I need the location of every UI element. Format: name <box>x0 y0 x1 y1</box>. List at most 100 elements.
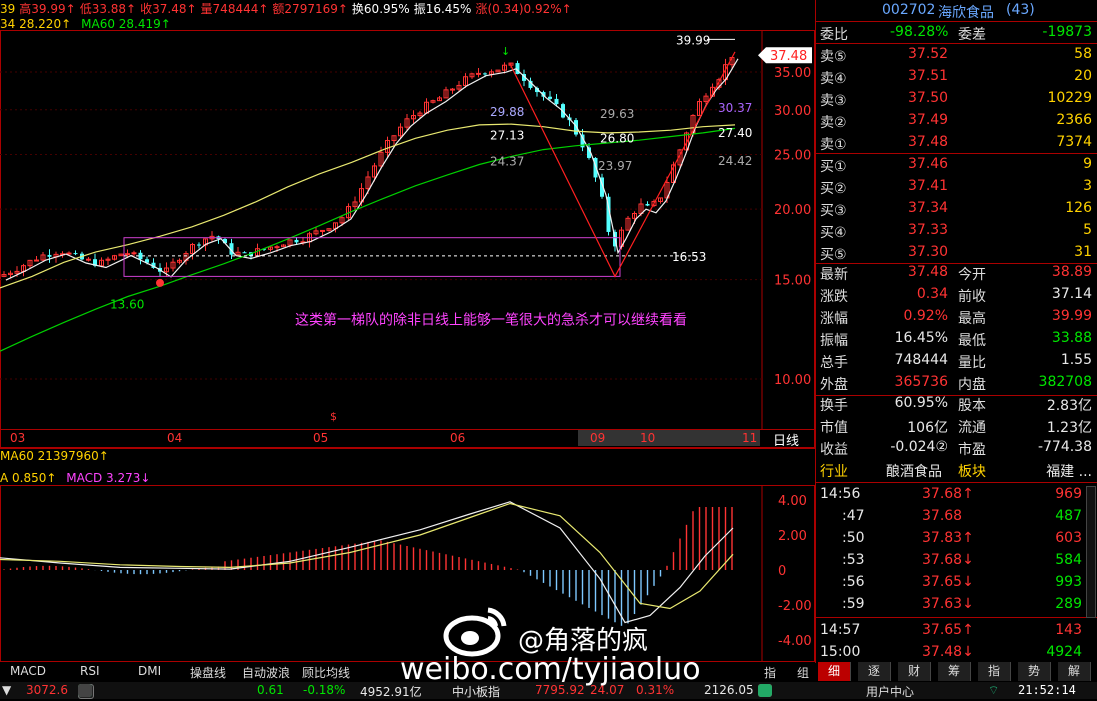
panel-tab[interactable]: 财 <box>898 662 931 681</box>
candle-body <box>294 239 299 243</box>
macd-chart[interactable]: 4.00 2.00 0 -2.00 -4.00 <box>0 485 815 662</box>
tick-scrollbar[interactable] <box>1086 486 1096 618</box>
panel-tab[interactable]: 解 <box>1058 662 1091 681</box>
candle-body <box>450 88 455 91</box>
stat-value: 60.95% <box>894 395 948 411</box>
stat-label: 总手 <box>820 355 848 371</box>
candle-body <box>66 252 72 255</box>
indicator-tab[interactable]: 自动波浪 <box>242 666 291 680</box>
dollar-marker-icon: $ <box>330 410 337 423</box>
tick-volume: 969 <box>1055 486 1082 502</box>
index2-name[interactable]: 中小板指 <box>452 685 501 699</box>
candle-body <box>528 80 533 88</box>
stat-label: 流通 <box>958 420 986 436</box>
candle-body <box>437 97 442 102</box>
view-tab[interactable]: 指 <box>764 666 777 680</box>
x-tick: 05 <box>313 431 329 445</box>
tick-time: :47 <box>842 508 865 524</box>
panel-tab[interactable]: 细 <box>818 662 851 681</box>
candle-body <box>242 252 247 254</box>
stock-header: 002702 海欣食品 (43) <box>816 0 1097 22</box>
candle-body <box>703 95 709 103</box>
ask-price: 37.49 <box>908 112 949 128</box>
stat-label: 换手 <box>820 398 848 414</box>
tick-row: :53 37.68↓ 584 <box>816 550 1097 572</box>
divider <box>816 617 1097 618</box>
bid-row: 买④ 37.33 5 <box>816 220 1097 242</box>
candle-body <box>385 139 390 153</box>
trend-line <box>509 51 736 278</box>
tick-volume: 4924 <box>1046 644 1082 660</box>
bid-volume: 31 <box>1074 244 1092 260</box>
period-label[interactable]: 日线 <box>773 434 800 449</box>
selected-range[interactable] <box>578 430 760 446</box>
y-tick: 30.00 <box>774 104 811 119</box>
panel-tab[interactable]: 势 <box>1018 662 1051 681</box>
stat-label: 股本 <box>958 398 986 414</box>
stat-label: 内盘 <box>958 377 986 393</box>
price-annotation: 13.60 <box>110 298 144 312</box>
weicha-value: -19873 <box>1042 24 1092 40</box>
panel-tab[interactable]: 逐 <box>858 662 891 681</box>
industry-value[interactable]: 酿酒食品 <box>886 464 942 480</box>
tick-volume: 993 <box>1055 574 1082 590</box>
ask-price: 37.51 <box>908 68 949 84</box>
divider <box>816 43 1097 44</box>
ask-label: 卖④ <box>820 71 847 87</box>
stat-label: 涨幅 <box>820 311 848 327</box>
stat-row: 总手 748444 量比 1.55 <box>816 350 1097 372</box>
user-center-link[interactable]: 用户中心 <box>866 685 915 699</box>
divider <box>816 153 1097 154</box>
candle-body <box>606 196 611 232</box>
candle-body <box>197 244 201 246</box>
tick-volume: 143 <box>1055 622 1082 638</box>
indicator-tab[interactable]: DMI <box>138 664 162 678</box>
candle-body <box>580 134 585 148</box>
tools-icon[interactable] <box>78 684 92 697</box>
candle-body <box>313 230 319 235</box>
indicator-tab[interactable]: 顾比均线 <box>302 666 351 680</box>
stat-value: 1.55 <box>1060 352 1092 368</box>
tray-icon[interactable] <box>758 684 772 697</box>
info-item: 高39.99↑ <box>19 2 76 16</box>
indicator-tab[interactable]: 操盘线 <box>190 666 227 680</box>
index2-change: 24.07 <box>590 683 625 697</box>
stock-name: 海欣食品 <box>938 5 994 21</box>
indicator-tab[interactable]: MACD <box>10 664 46 678</box>
candle-body <box>40 254 46 261</box>
x-tick: 03 <box>10 431 26 445</box>
index-label: ▼ <box>2 683 12 697</box>
price-annotation: 16.53 <box>672 250 706 264</box>
bid-label: 买④ <box>820 225 847 241</box>
bid-price: 37.34 <box>908 200 949 216</box>
sector-value[interactable]: 福建 ... <box>1046 464 1092 480</box>
divider <box>816 482 1097 483</box>
tick-time: 14:56 <box>820 486 861 502</box>
stat-value: 38.89 <box>1051 264 1092 280</box>
tick-time: 15:00 <box>820 644 861 660</box>
sector-label: 板块 <box>958 464 986 480</box>
candle-body <box>281 244 286 248</box>
candle-body <box>574 120 578 135</box>
ask-label: 卖① <box>820 137 847 153</box>
bid-label: 买② <box>820 181 847 197</box>
indicator-tabs: MACD RSI DMI 操盘线 自动波浪 顾比均线 指 组 <box>0 662 815 682</box>
ask-volume: 58 <box>1074 46 1092 62</box>
tick-row: :47 37.68 487 <box>816 506 1097 528</box>
indicator-tab[interactable]: RSI <box>80 664 100 678</box>
candle-body <box>112 255 117 260</box>
divider <box>816 395 1097 396</box>
panel-tab[interactable]: 指 <box>978 662 1011 681</box>
view-tab[interactable]: 组 <box>797 666 810 680</box>
bid-label: 买③ <box>820 203 847 219</box>
candle-body <box>365 176 371 190</box>
panel-tab[interactable]: 筹 <box>938 662 971 681</box>
candlestick-chart[interactable]: 35.00 30.00 25.00 20.00 15.00 10.00 37.48 39.99… <box>0 30 815 448</box>
candle-body <box>476 72 481 75</box>
x-tick: 06 <box>450 431 466 445</box>
stat-label: 今开 <box>958 267 986 283</box>
candle-body <box>697 101 702 116</box>
candle-body <box>456 84 462 90</box>
ask-volume: 2366 <box>1056 112 1092 128</box>
clock: 21:52:14 <box>1018 683 1076 697</box>
